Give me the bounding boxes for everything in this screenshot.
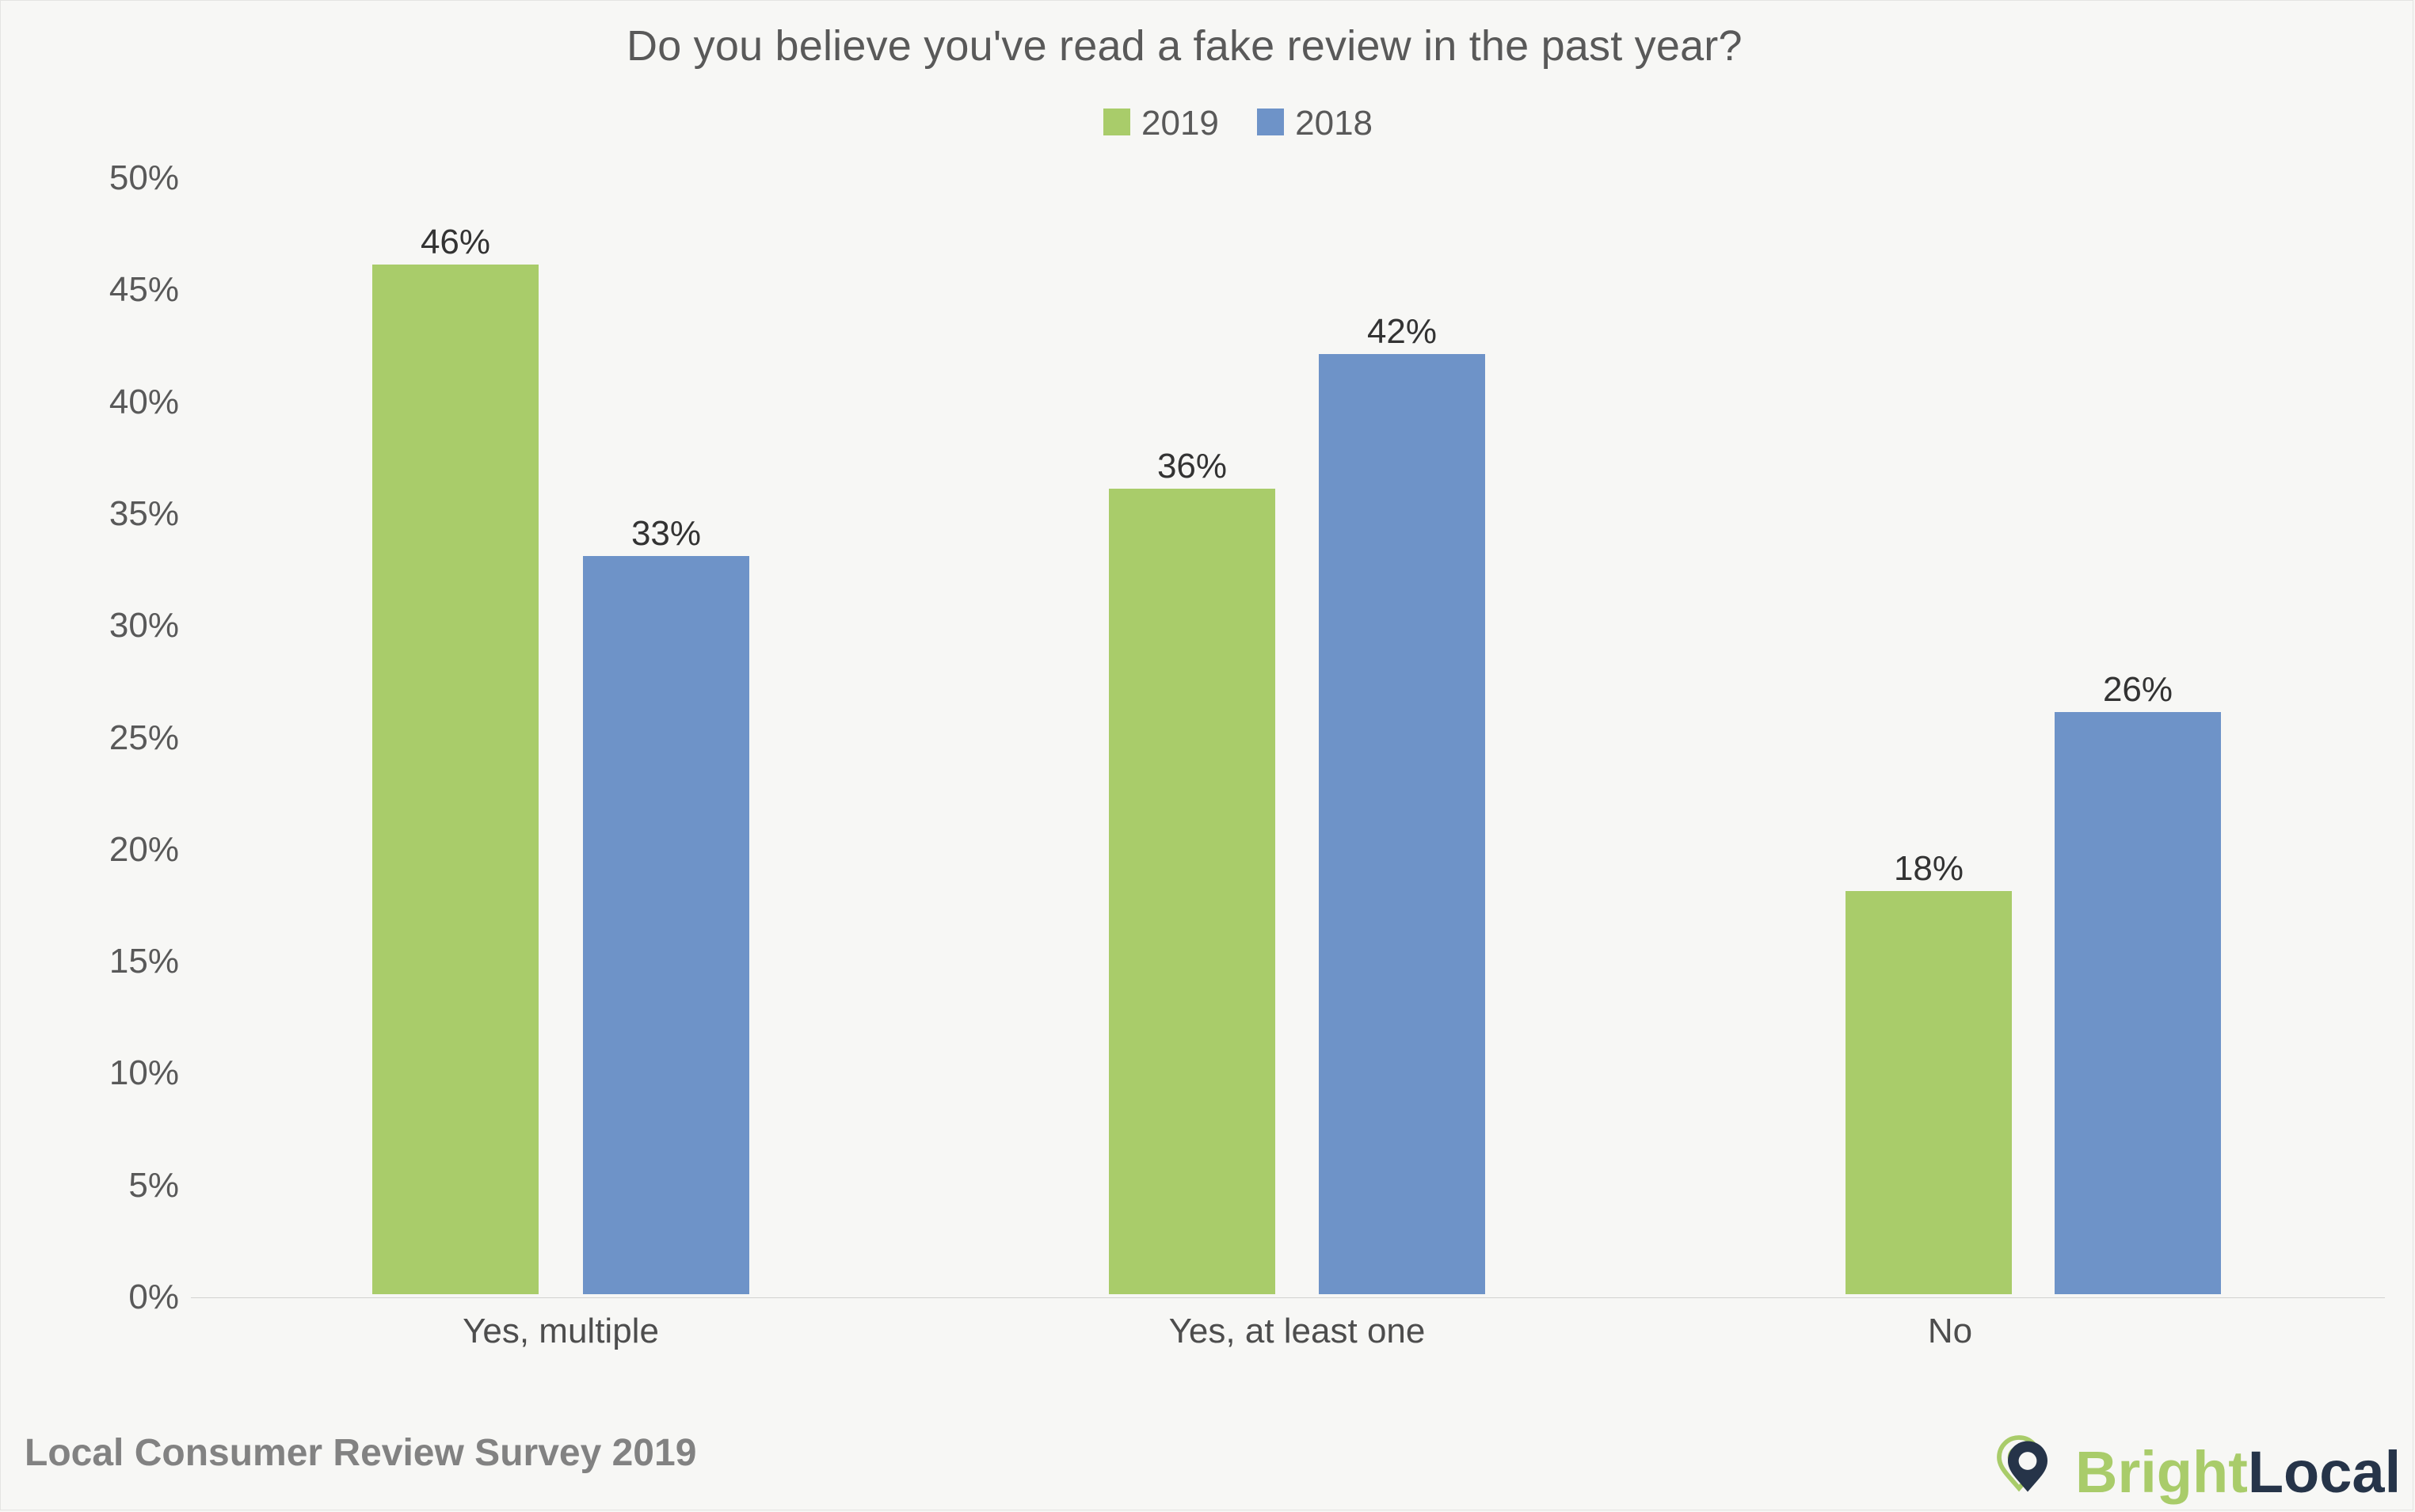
svg-text:BrightLocal: BrightLocal xyxy=(2075,1439,2401,1505)
